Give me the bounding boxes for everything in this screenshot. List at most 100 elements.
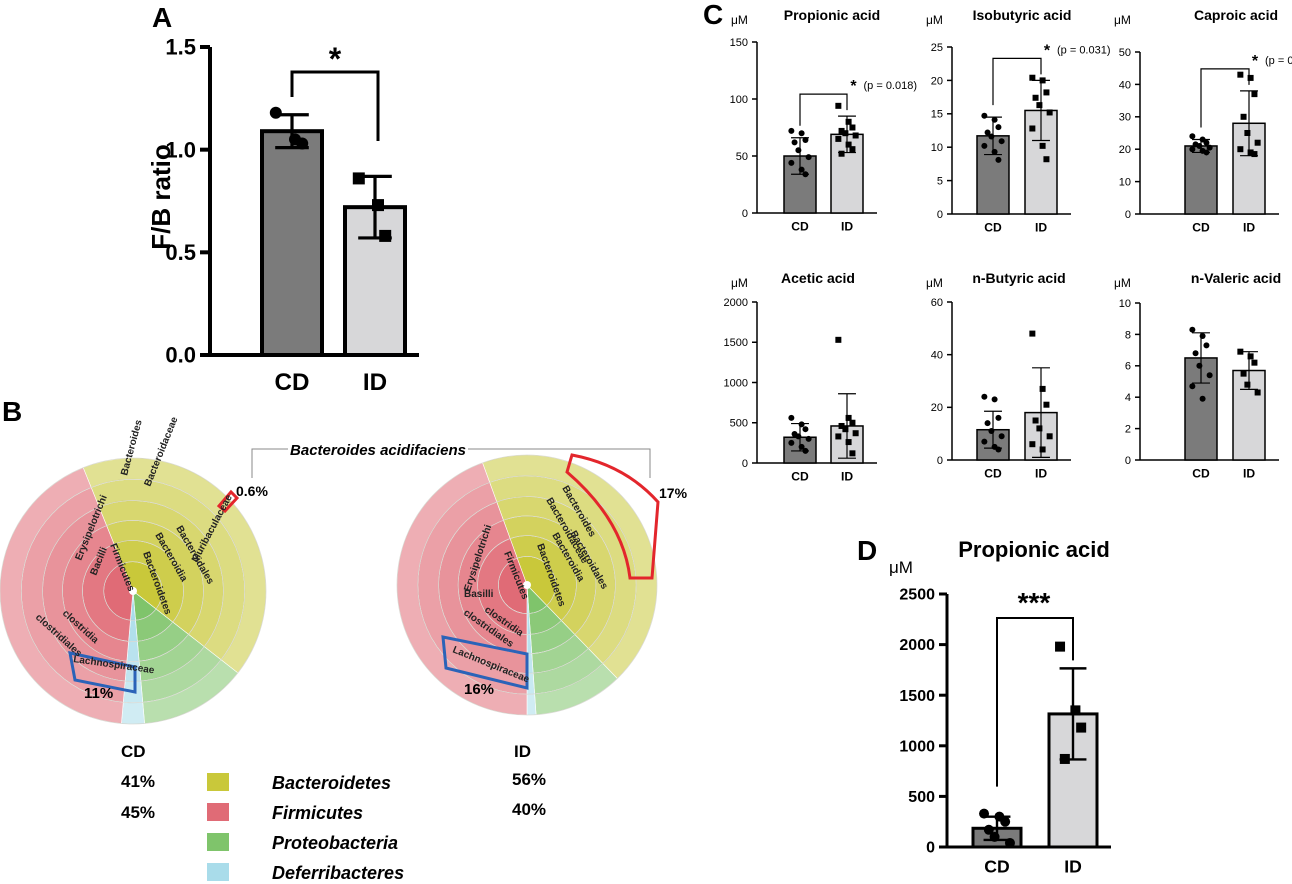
panel-a-point-id-2 xyxy=(379,229,392,242)
panel-c-3-point-id-0 xyxy=(835,336,842,343)
panel-c-1-point-cd-8 xyxy=(995,156,1002,163)
panel-c-5-point-id-4 xyxy=(1244,381,1251,388)
panel-d-point-id-1 xyxy=(1070,705,1081,716)
panel-c-0-ytick-label-2: 100 xyxy=(730,94,748,106)
panel-d-ytick-label-0: 0 xyxy=(926,840,935,857)
panel-c-0-ytick-label-1: 50 xyxy=(736,151,748,163)
id-lachno-pct: 16% xyxy=(464,681,494,698)
panel-c-2-point-id-6 xyxy=(1237,146,1244,153)
id-ring-outline-1 xyxy=(477,535,577,635)
panel-c-1-xtick-id: ID xyxy=(1035,221,1047,235)
id-ring-outline-4 xyxy=(417,475,637,695)
panel-c-2-sig: * xyxy=(1252,53,1259,70)
cd-ring-outline-1 xyxy=(82,540,184,642)
sunburst-cd-center xyxy=(129,587,137,595)
panel-c-2-unit: μM xyxy=(1114,13,1131,27)
id-title: ID xyxy=(514,742,531,761)
panel-c-5-xtick-id: ID xyxy=(1243,467,1255,481)
panel-b-sunbursts: Bacteroides Bacteroidaceae Muribaculacea… xyxy=(0,415,688,883)
panel-a-sig-bracket xyxy=(290,70,380,141)
panel-c-5-point-id-3 xyxy=(1240,370,1247,377)
panel-c-5-title: n-Valeric acid xyxy=(1191,270,1281,286)
panel-c-3-point-cd-7 xyxy=(798,443,805,450)
panel-c-3-point-cd-1 xyxy=(798,421,805,428)
panel-c-0-point-id-2 xyxy=(849,124,856,131)
panel-c-2-point-id-3 xyxy=(1240,113,1247,120)
panel-c-3-point-cd-6 xyxy=(788,439,795,446)
panel-c-1-point-cd-5 xyxy=(998,138,1005,145)
panel-c-1-point-cd-2 xyxy=(995,124,1002,131)
panel-c-1-point-id-0 xyxy=(1029,74,1036,81)
panel-d-ytick-label-4: 2000 xyxy=(899,637,935,654)
panel-c-0-point-id-6 xyxy=(835,135,842,142)
panel-c-1-ytick-label-4: 20 xyxy=(931,75,943,87)
panel-c-2-point-id-8 xyxy=(1251,151,1258,158)
panel-c-0-point-id-1 xyxy=(845,118,852,125)
id-label-bacilli: Basilli xyxy=(464,589,494,600)
cd-ring-outline-2 xyxy=(62,520,204,662)
panel-c-1-point-id-6 xyxy=(1029,125,1036,132)
panel-a-ytick-label-0: 0.0 xyxy=(165,343,196,368)
panel-c-3-ytick-label-4: 2000 xyxy=(724,297,748,309)
panel-a-point-cd-2 xyxy=(296,137,309,150)
panel-c-2-ytick-label-5: 50 xyxy=(1119,47,1131,59)
panel-c-5-point-cd-5 xyxy=(1206,372,1213,379)
panel-c-0-title: Propionic acid xyxy=(784,7,880,23)
panel-c-chart-4: 0 20 40 60 CD ID n-Butyric acid μM xyxy=(926,270,1071,481)
panel-d-label: D xyxy=(857,535,877,566)
panel-c-4-point-cd-6 xyxy=(981,438,988,445)
panel-b-label: B xyxy=(2,396,22,427)
legend-swatch-proteobacteria xyxy=(207,833,229,851)
panel-c-5-ytick-label-4: 8 xyxy=(1125,329,1131,341)
panel-c-1-point-id-4 xyxy=(1036,102,1043,109)
panel-d-point-id-2 xyxy=(1076,722,1087,733)
panel-d-ytick-label-3: 1500 xyxy=(899,688,935,705)
panel-c-1-pvalue: (p = 0.031) xyxy=(1057,44,1111,56)
panel-c-3-point-id-5 xyxy=(852,430,859,437)
panel-a-ytick-label-2: 1.0 xyxy=(165,137,196,162)
panel-d-chart: Propionic acid μM *** 0 500 1000 1500 2000 25… xyxy=(889,537,1111,877)
panel-c-1-sig: * xyxy=(1044,42,1051,59)
callout-label-bg xyxy=(288,439,468,459)
panel-c-1-point-cd-4 xyxy=(988,133,995,140)
panel-c-0-point-id-7 xyxy=(845,141,852,148)
id-bacteroides-acidifaciens-highlight xyxy=(565,453,660,580)
panel-c-1-xtick-cd: CD xyxy=(984,221,1002,235)
id-ring-outline-0 xyxy=(497,556,556,615)
panel-a-bar-cd xyxy=(260,129,324,357)
panel-c-5-ytick-label-0: 0 xyxy=(1125,455,1131,467)
id-ring-outline-5 xyxy=(396,454,658,716)
panel-c-0-point-id-9 xyxy=(838,150,845,157)
panel-c-2-point-cd-5 xyxy=(1206,144,1213,151)
panel-c-4-title: n-Butyric acid xyxy=(972,270,1065,286)
panel-c-4-xtick-cd: CD xyxy=(984,467,1002,481)
panel-c-5-point-cd-1 xyxy=(1199,332,1206,339)
panel-c-4-ytick-label-3: 60 xyxy=(931,297,943,309)
panel-d-sig: *** xyxy=(1018,587,1051,618)
panel-c-chart-5: 0 2 4 6 8 10 CD ID n-Valeric acid μM xyxy=(1114,270,1281,481)
panel-c-chart-3: 0 500 1000 1500 2000 CD ID Acetic acid μM xyxy=(724,270,877,484)
panel-c-4-point-cd-8 xyxy=(995,446,1002,453)
panel-c-2-point-id-5 xyxy=(1254,139,1261,146)
panel-c-2-point-cd-8 xyxy=(1203,149,1210,156)
panel-c-1-ytick-label-3: 15 xyxy=(931,109,943,121)
cd-segment-deferribacteres-ring-5 xyxy=(121,701,145,725)
cd-lachnospiraceae-highlight xyxy=(68,651,137,694)
legend-swatch-bacteroidetes xyxy=(207,773,229,791)
cd-lachno-pct: 11% xyxy=(84,685,113,702)
panel-c-1-ytick-label-1: 5 xyxy=(937,175,943,187)
panel-c-4-point-id-2 xyxy=(1043,401,1050,408)
panel-c-0-sig-bracket xyxy=(799,93,848,126)
panel-a-point-id-0 xyxy=(352,172,365,185)
legend-swatch-firmicutes xyxy=(207,803,229,821)
panel-c-4-point-id-0 xyxy=(1029,330,1036,337)
panel-c-1-point-id-8 xyxy=(1043,156,1050,163)
panel-a-ytick-label-3: 1.5 xyxy=(165,35,196,60)
panel-c-3-point-id-3 xyxy=(838,422,845,429)
id-segment-firmicutes-ring-5 xyxy=(396,462,528,716)
panel-c-3-point-cd-8 xyxy=(802,447,809,454)
panel-c-5-ytick-label-3: 6 xyxy=(1125,361,1131,373)
panel-c-3-point-cd-2 xyxy=(802,426,809,433)
panel-c-4-point-cd-0 xyxy=(981,393,988,400)
